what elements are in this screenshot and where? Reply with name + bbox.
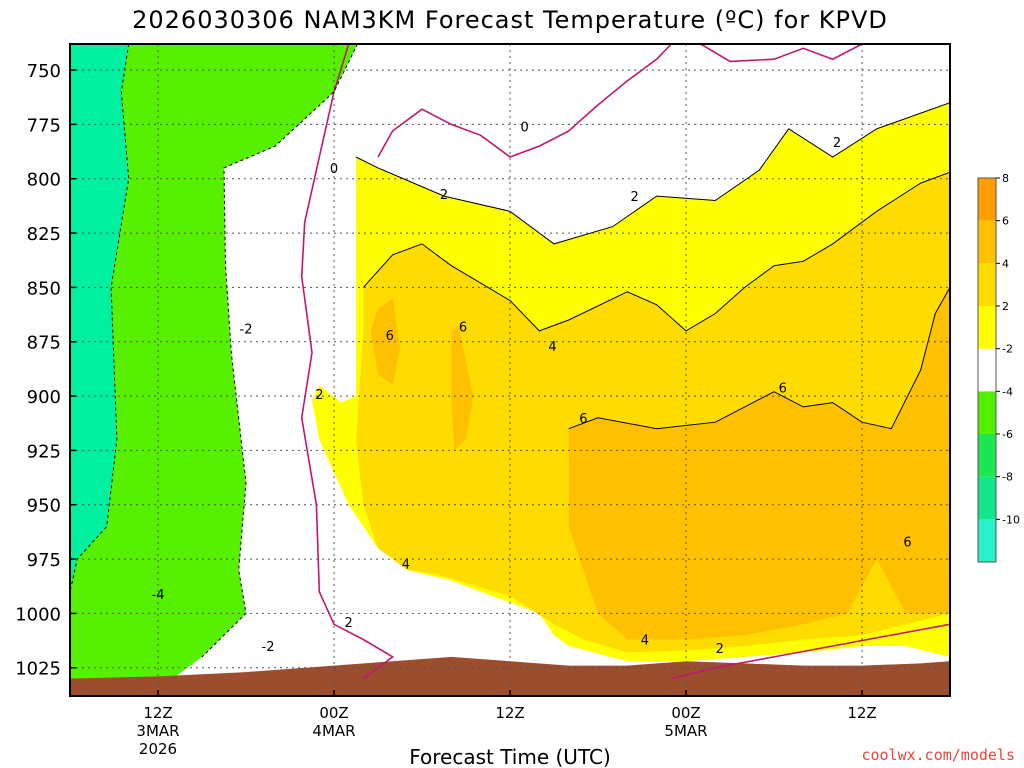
colorbar: -10 -8 -6 -4 -2 2 4 6 8 (977, 172, 1020, 563)
y-axis-ticks: 750 775 800 825 850 875 900 925 950 975 1000 1025 (15, 61, 76, 680)
region-soil (70, 656, 950, 696)
colorbar-swatch (978, 263, 996, 306)
x-tick-label: 3MAR (136, 722, 179, 740)
contour-label: 2 (345, 616, 353, 631)
contour-line-minus8 (70, 44, 130, 592)
contour-label: 2 (716, 642, 724, 657)
colorbar-label: 6 (1002, 215, 1009, 228)
colorbar-label: -2 (1002, 343, 1013, 356)
colorbar-swatch (978, 519, 996, 562)
colorbar-label: -8 (1002, 471, 1013, 484)
contour-line-6 (671, 623, 950, 680)
colorbar-swatch (978, 220, 996, 264)
colorbar-swatch (978, 434, 996, 477)
y-tick-label: 850 (27, 278, 61, 299)
contour-label: 0 (330, 162, 338, 177)
colorbar-label: 4 (1002, 257, 1009, 270)
y-tick-label: 750 (27, 61, 61, 82)
contour-label: 4 (548, 340, 556, 355)
contour-label: 6 (779, 381, 787, 396)
colorbar-swatch (978, 391, 996, 434)
y-tick-label: 900 (27, 387, 61, 408)
contour-labels: 0 0 2 2 2 -2 2 -4 2 -2 6 6 4 6 6 6 4 4 2 (152, 121, 912, 658)
contour-line-3 (300, 44, 395, 680)
contour-line-0 (355, 102, 950, 245)
y-tick-label: 1025 (15, 659, 61, 680)
region-very-cold-top (70, 44, 129, 592)
temperature-fill-regions (70, 44, 950, 696)
x-tick-label: 4MAR (312, 722, 355, 740)
x-tick-label: 5MAR (664, 722, 707, 740)
contour-label: 2 (440, 188, 448, 203)
x-tick-label: 2026 (139, 740, 177, 758)
contour-label: 2 (631, 190, 639, 205)
contour-label: 6 (386, 329, 394, 344)
contour-label: 6 (579, 412, 587, 427)
contour-label: 6 (903, 536, 911, 551)
grid-lines (70, 44, 950, 696)
contour-label: 2 (315, 388, 323, 403)
y-tick-label: 1000 (15, 604, 61, 625)
colorbar-swatch (978, 306, 996, 349)
contour-label: 4 (641, 633, 649, 648)
colorbar-label: 8 (1002, 172, 1009, 185)
contour-label: 4 (402, 557, 410, 572)
contour-line-5 (700, 44, 863, 63)
region-warm-6-b (451, 326, 474, 451)
x-tick-label: 12Z (847, 704, 876, 722)
contour-label: 6 (459, 321, 467, 336)
colorbar-swatch (978, 178, 996, 221)
colorbar-swatch (978, 348, 996, 392)
colorbar-swatch (978, 476, 996, 520)
contour-label: -2 (240, 323, 253, 338)
chart-title: 2026030306 NAM3KM Forecast Temperature (… (132, 6, 888, 34)
x-axis-label: Forecast Time (UTC) (409, 745, 611, 768)
colorbar-label: -4 (1002, 385, 1013, 398)
contour-line-1 (362, 171, 950, 332)
region-warm-6-a (370, 298, 400, 386)
x-tick-label: 00Z (671, 704, 700, 722)
colorbar-label: -6 (1002, 428, 1013, 441)
contour-line-2 (568, 287, 950, 430)
credit-link[interactable]: coolwx.com/models (861, 746, 1015, 764)
colorbar-frame (977, 177, 997, 563)
y-tick-label: 800 (27, 170, 61, 191)
colorbar-label: -10 (1002, 513, 1020, 526)
contour-label: -4 (152, 588, 165, 603)
x-tick-label: 12Z (143, 704, 172, 722)
y-tick-label: 950 (27, 496, 61, 517)
x-tick-label: 12Z (495, 704, 524, 722)
contour-label: 0 (521, 121, 529, 136)
contour-label: 2 (833, 136, 841, 151)
y-tick-label: 775 (27, 115, 61, 136)
contour-line-4 (377, 44, 672, 158)
x-tick-label: 00Z (319, 704, 348, 722)
region-warm-6-c (568, 287, 950, 640)
region-cold (70, 44, 358, 696)
y-tick-label: 975 (27, 550, 61, 571)
y-tick-label: 825 (27, 224, 61, 245)
colorbar-label: 2 (1002, 300, 1009, 313)
y-tick-label: 875 (27, 333, 61, 354)
isotherm-contours (70, 44, 950, 680)
contour-label: -2 (262, 640, 275, 655)
y-tick-label: 925 (27, 441, 61, 462)
contour-line-minus2 (201, 44, 358, 658)
